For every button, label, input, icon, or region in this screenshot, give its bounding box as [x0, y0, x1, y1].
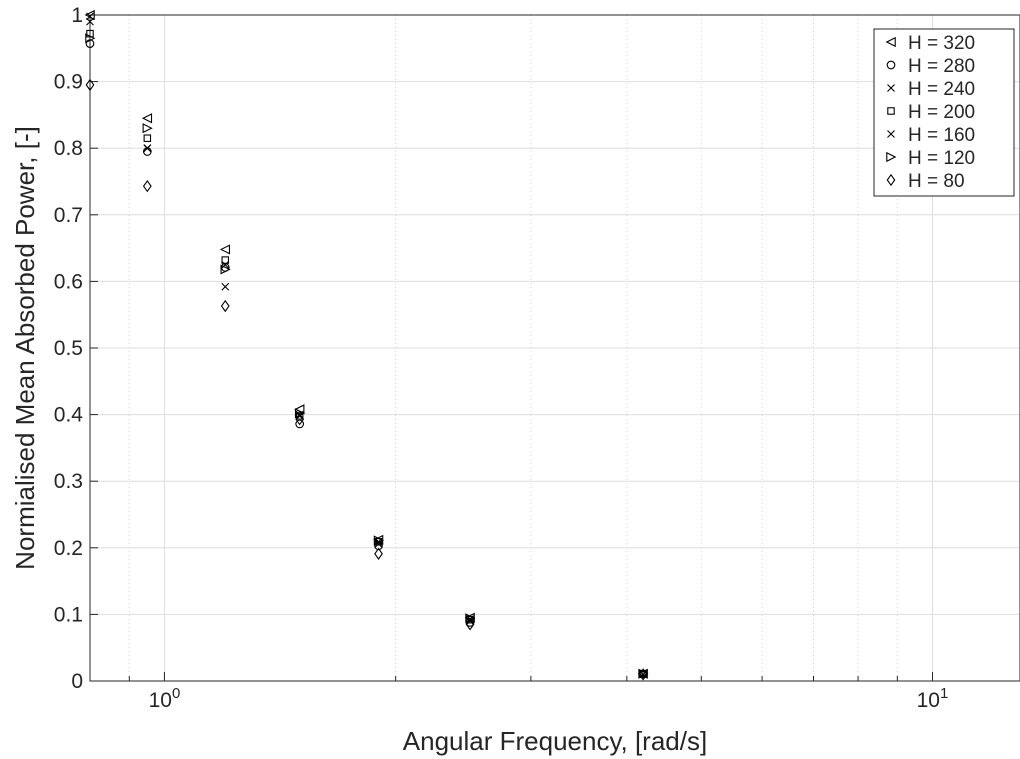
data-point: [374, 547, 383, 560]
data-point: [142, 123, 153, 134]
y-tick-label: 0.8: [54, 137, 83, 160]
legend-label: H = 320: [908, 33, 975, 54]
y-tick-label: 1: [71, 4, 83, 27]
series-group: [86, 29, 647, 678]
y-tick-label: 0.6: [54, 270, 83, 293]
data-point: [86, 12, 94, 21]
data-point: [142, 180, 152, 193]
data-point: [295, 419, 305, 429]
legend-marker: [885, 36, 896, 48]
data-point: [85, 33, 96, 44]
data-point: [141, 113, 153, 124]
data-point: [294, 408, 306, 419]
y-tick-label: 0.2: [54, 537, 83, 560]
data-points: [84, 9, 649, 681]
x-tick-label: 100: [149, 685, 181, 712]
x-axis-title: Angular Frequency, [rad/s]: [403, 726, 707, 756]
data-point: [638, 668, 649, 679]
legend-label: H = 80: [908, 171, 965, 192]
axis-ticks: 0 0.1 0.2 0.3 0.4 0.5 0.6 0.7 0.8 0.9 1 100 101: [54, 4, 949, 712]
legend-label: H = 240: [908, 79, 975, 100]
y-tick-label: 0: [71, 670, 83, 693]
y-axis-title: Normialised Mean Absorbed Power, [-]: [10, 126, 40, 570]
series-group: [85, 33, 649, 679]
data-point: [143, 144, 152, 153]
legend-label: H = 120: [908, 148, 975, 169]
data-point: [86, 29, 94, 38]
data-point: [85, 78, 95, 92]
legend-marker: [887, 84, 895, 92]
data-point: [221, 260, 230, 269]
series-group: [85, 39, 648, 679]
data-point: [295, 412, 304, 420]
data-point: [220, 299, 230, 313]
legend-marker: [886, 60, 896, 70]
data-point: [219, 244, 230, 255]
legend-marker: [887, 130, 895, 138]
x-tick-label: 101: [917, 685, 949, 712]
legend-marker: [886, 151, 897, 163]
series-group: [84, 9, 648, 679]
data-point: [221, 256, 229, 264]
y-tick-label: 0.3: [54, 470, 83, 493]
y-tick-label: 0.5: [54, 337, 83, 360]
legend-label: H = 200: [908, 102, 975, 123]
legend-label: H = 280: [908, 56, 975, 77]
data-point: [465, 613, 476, 624]
legend-label: H = 160: [908, 125, 975, 146]
data-point: [143, 134, 152, 142]
data-point: [373, 535, 384, 546]
data-point: [221, 282, 230, 291]
data-point: [220, 264, 231, 275]
data-point: [295, 413, 305, 426]
series-group: [86, 12, 648, 679]
y-tick-label: 0.4: [54, 404, 84, 427]
series-group: [85, 78, 648, 681]
legend-marker: [887, 107, 895, 115]
legend-marker: [886, 173, 896, 187]
y-tick-label: 0.9: [54, 71, 83, 94]
data-point: [465, 618, 475, 631]
y-tick-label: 0.1: [54, 603, 83, 626]
legend-box: [873, 28, 1015, 197]
y-tick-label: 0.7: [54, 204, 83, 227]
data-point: [638, 668, 648, 681]
